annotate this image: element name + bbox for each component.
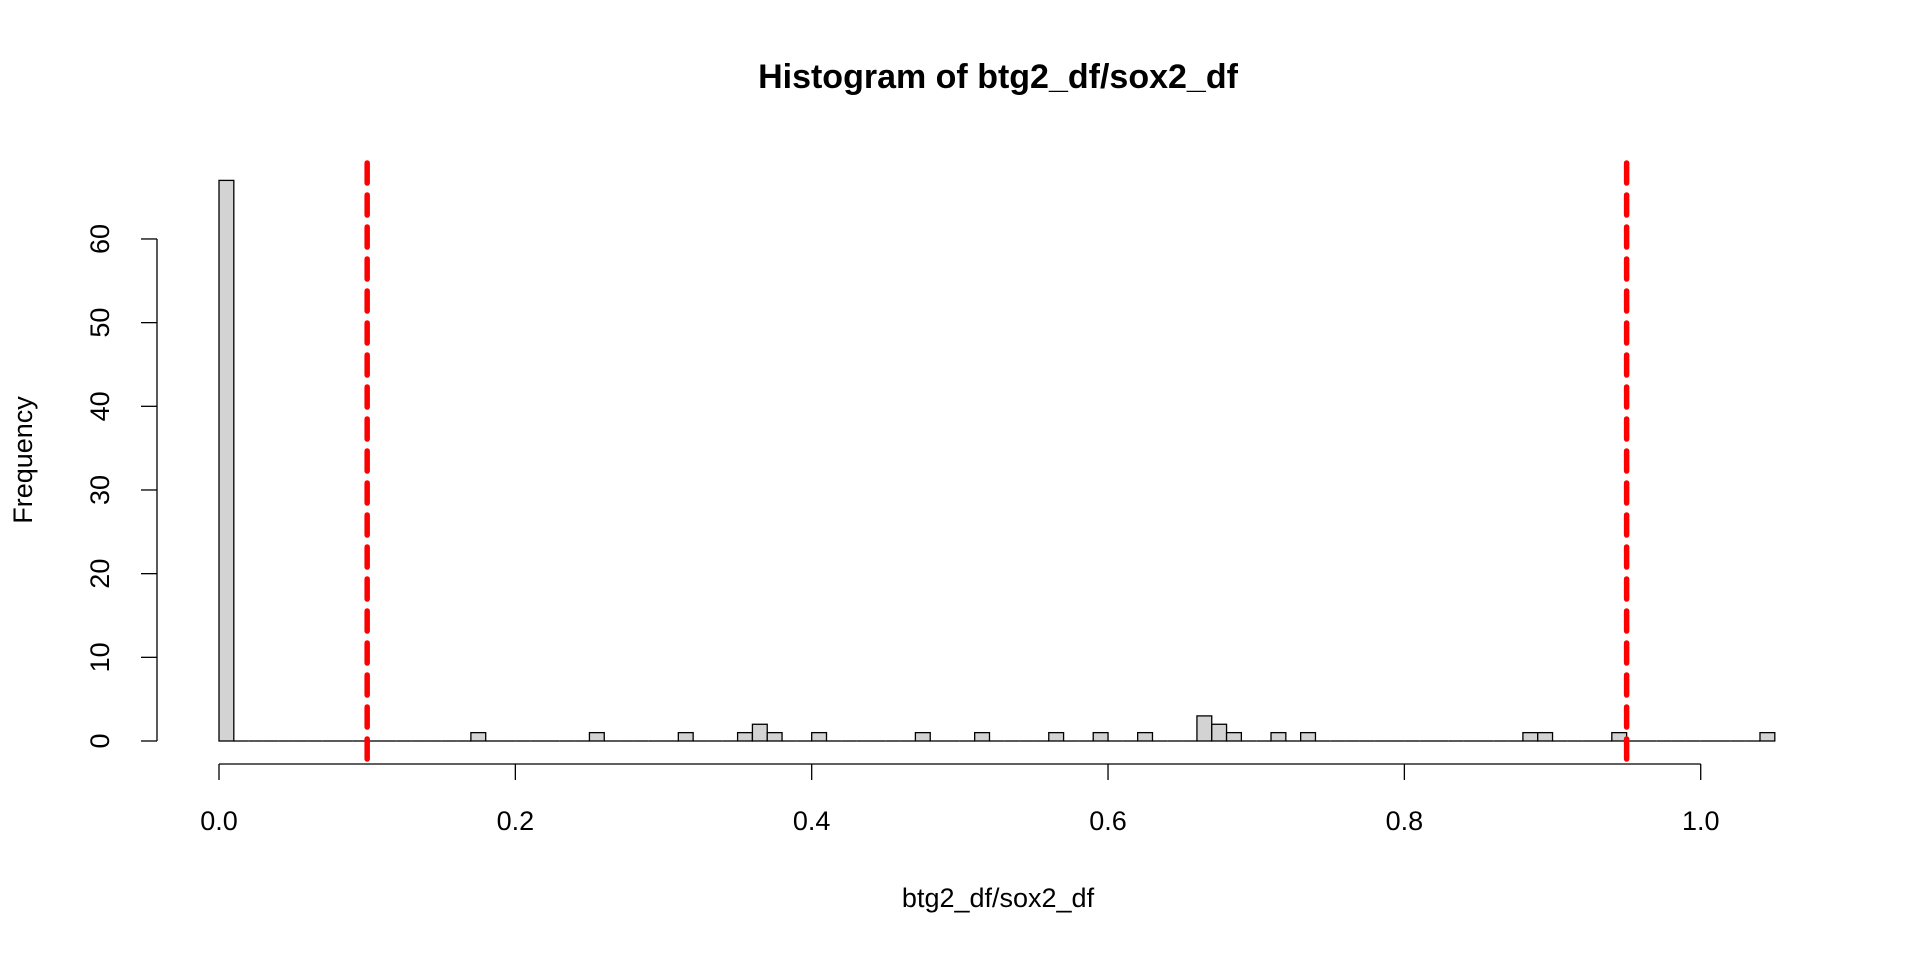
y-tick-label: 50 [85, 308, 115, 338]
y-tick-label: 20 [85, 559, 115, 589]
bar [736, 731, 754, 742]
bar [588, 731, 605, 742]
bar [1137, 731, 1154, 742]
x-tick-label: 0.6 [1089, 806, 1127, 836]
bar [1225, 731, 1243, 742]
x-tick-label: 0.2 [497, 806, 535, 836]
x-tick-label: 0.8 [1386, 806, 1424, 836]
bar [1211, 723, 1228, 742]
bar [677, 731, 694, 742]
y-tick-label: 30 [85, 475, 115, 505]
bar [974, 731, 991, 742]
bar [751, 723, 768, 742]
x-axis-label: btg2_df/sox2_df [902, 883, 1095, 913]
bar [470, 731, 487, 742]
chart-title: Histogram of btg2_df/sox2_df [758, 58, 1239, 96]
x-tick-label: 0.4 [793, 806, 831, 836]
bar [218, 179, 235, 742]
y-tick-label: 0 [85, 733, 115, 748]
bar [914, 731, 931, 742]
bar [1092, 731, 1109, 742]
bar [1759, 731, 1776, 742]
bar [1270, 731, 1287, 742]
x-tick-label: 1.0 [1682, 806, 1720, 836]
bar [766, 731, 783, 742]
bar [1537, 731, 1554, 742]
bar [811, 731, 828, 742]
y-tick-label: 60 [85, 224, 115, 254]
y-axis-label: Frequency [8, 396, 38, 524]
bar [1048, 731, 1065, 742]
bar [1300, 731, 1317, 742]
y-tick-label: 10 [85, 642, 115, 672]
y-tick-label: 40 [85, 391, 115, 421]
bar [1522, 731, 1539, 742]
x-tick-label: 0.0 [200, 806, 238, 836]
bar [1196, 715, 1213, 742]
